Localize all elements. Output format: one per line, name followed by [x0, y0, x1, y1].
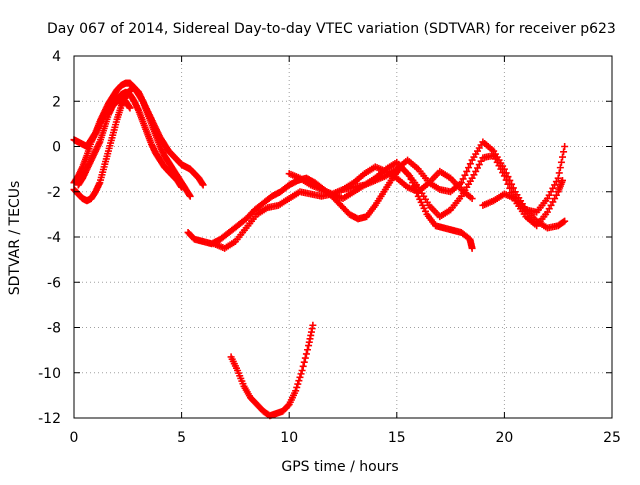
y-axis-label: SDTVAR / TECUs — [7, 181, 23, 296]
data-point — [560, 148, 568, 156]
x-tick-label: 5 — [177, 430, 186, 446]
data-point — [178, 183, 186, 191]
data-point — [557, 158, 565, 166]
y-tick-label: -10 — [38, 366, 61, 382]
data-point — [199, 181, 207, 189]
data-point — [292, 387, 300, 395]
series-track-i — [479, 190, 569, 232]
series-track-c — [70, 88, 186, 191]
data-point — [126, 104, 134, 112]
data-point — [502, 169, 510, 177]
series-track-f — [210, 152, 567, 252]
data-point — [559, 176, 567, 184]
data-point — [295, 377, 303, 385]
data-point — [561, 217, 569, 225]
data-point — [500, 165, 508, 173]
data-point — [559, 153, 567, 161]
data-point — [300, 358, 308, 366]
data-point — [298, 366, 306, 374]
data-point — [504, 173, 512, 181]
data-point — [302, 350, 310, 358]
data-points — [70, 79, 569, 420]
data-point — [465, 164, 473, 172]
data-point — [297, 370, 305, 378]
y-tick-label: 4 — [52, 49, 61, 65]
data-point — [303, 346, 311, 354]
series-track-g — [285, 138, 569, 216]
series-track-h — [339, 163, 476, 203]
x-axis-label: GPS time / hours — [281, 459, 398, 475]
data-point — [468, 195, 476, 203]
data-point — [509, 184, 517, 192]
data-point — [296, 373, 304, 381]
data-point — [459, 175, 467, 183]
data-point — [186, 192, 194, 200]
y-tick-label: 0 — [52, 140, 61, 156]
data-point — [556, 164, 564, 172]
data-point — [561, 143, 569, 150]
x-tick-label: 20 — [495, 430, 513, 446]
data-point — [554, 174, 562, 182]
y-tick-label: -4 — [47, 230, 61, 246]
series-track-d — [74, 95, 134, 189]
data-point — [301, 354, 309, 362]
data-point — [294, 380, 302, 388]
grid — [74, 56, 612, 418]
y-tick-label: -6 — [47, 275, 61, 291]
x-tick-label: 15 — [388, 430, 406, 446]
data-point — [293, 383, 301, 391]
x-tick-label: 0 — [70, 430, 79, 446]
y-tick-label: 2 — [52, 94, 61, 110]
x-tick-label: 25 — [603, 430, 621, 446]
data-point — [506, 176, 514, 184]
data-point — [555, 169, 563, 177]
ticks: 0 5 10 15 20 25 -12 -10 -8 -6 -4 -2 0 2 4 — [38, 49, 621, 446]
data-point — [463, 167, 471, 175]
y-tick-label: -8 — [47, 321, 61, 337]
x-tick-label: 10 — [280, 430, 298, 446]
data-point — [299, 362, 307, 370]
chart-title: Day 067 of 2014, Sidereal Day-to-day VTE… — [47, 21, 616, 37]
data-point — [457, 179, 465, 187]
data-point — [461, 171, 469, 179]
data-point — [309, 321, 317, 329]
data-point — [508, 180, 516, 188]
data-point — [468, 244, 476, 252]
y-tick-label: -2 — [47, 185, 61, 201]
y-tick-label: -12 — [38, 411, 61, 427]
data-point — [466, 160, 474, 168]
series-dip — [227, 321, 317, 420]
